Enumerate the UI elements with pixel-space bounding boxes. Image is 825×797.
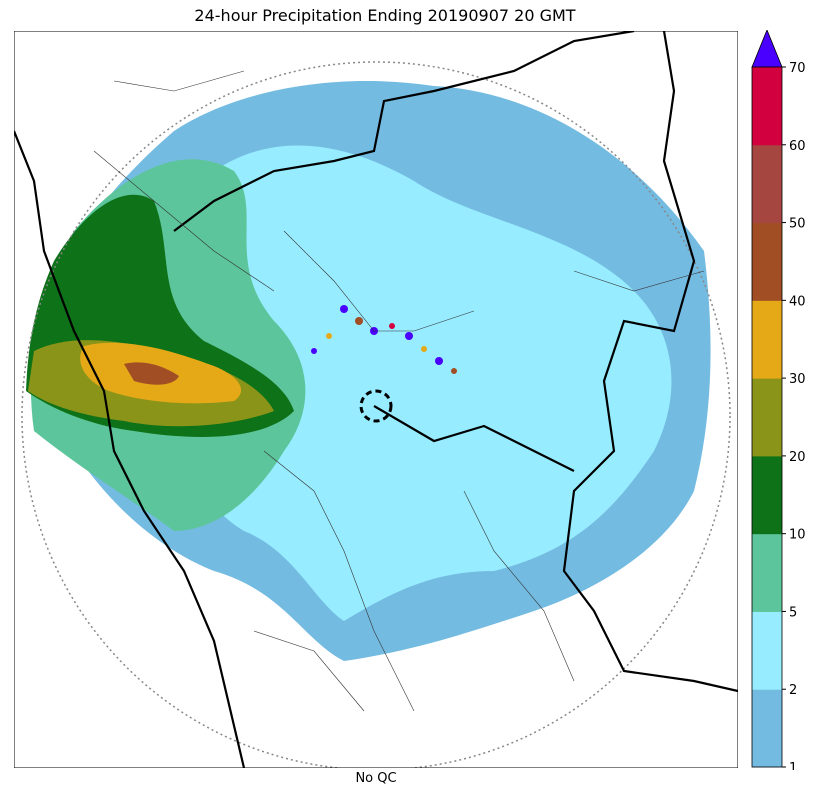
colorbar-tick-label: 40 [789,294,806,309]
district-lines [93,70,705,712]
colorbar-bin [752,144,782,224]
colorbar-tick-label: 70 [789,61,806,76]
colorbar-bin [752,689,782,768]
state-border [173,31,635,232]
range-ring [21,61,731,768]
colorbar-tick-label: 60 [789,139,806,154]
colorbar: 1 2 5 10 20 30 40 50 60 70 [751,30,806,770]
colorbar-tick-label: 2 [789,683,797,698]
colorbar-bin [752,533,782,612]
precip-2-5mm [197,145,672,621]
colorbar-tick-label: 10 [789,528,806,543]
colorbar-bin [752,378,782,457]
radar-map [14,31,738,768]
state-border [14,130,246,768]
precip-40-50mm [124,362,179,385]
colorbar-tick-label: 20 [789,450,806,465]
colorbar-tick-label: 1 [789,761,797,770]
x-label: No QC [355,771,397,786]
colorbar-bin [752,222,782,301]
colorbar-bin [752,300,782,379]
state-border [562,31,738,693]
colorbar-tick-label: 30 [789,372,806,387]
state-border [373,405,575,472]
colorbar-extend-arrow [751,30,783,68]
colorbar-bin [752,611,782,690]
plot-title: 24-hour Precipitation Ending 20190907 20… [194,6,576,25]
colorbar-bin [752,455,782,535]
radar-center-ring [359,389,393,423]
colorbar-tick-label: 50 [789,217,806,232]
colorbar-tick-label: 5 [789,605,797,620]
colorbar-bin [752,67,782,146]
